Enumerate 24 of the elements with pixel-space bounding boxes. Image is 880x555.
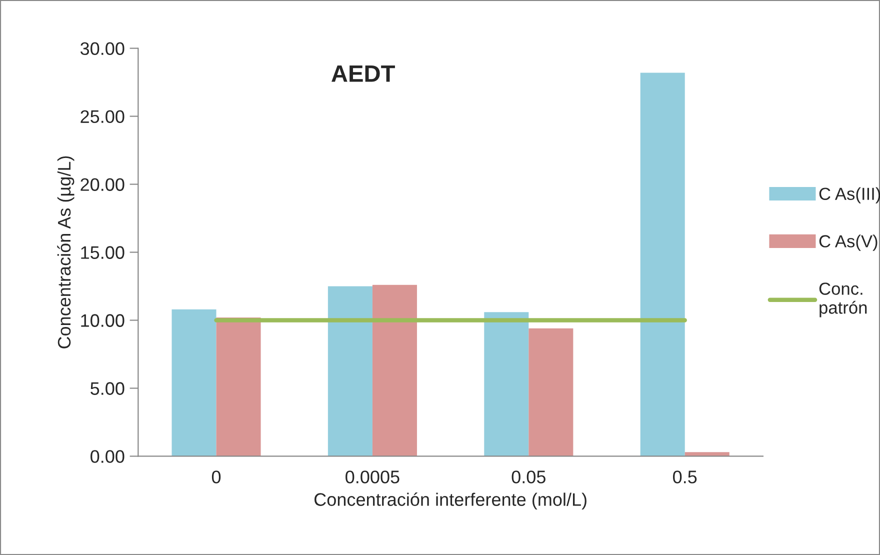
legend-label: C As(V): [819, 234, 878, 251]
x-tick-label: 0: [212, 470, 221, 484]
y-tick-label: 25.00: [80, 110, 124, 123]
x-tick-label: 0.0005: [346, 470, 400, 484]
y-axis-title: Concentración As (µg/L): [57, 156, 74, 348]
y-tick-label: 30.00: [80, 42, 124, 56]
legend-label: C As(III): [819, 187, 880, 204]
bar: [528, 328, 574, 456]
y-tick-label: 10.00: [81, 314, 124, 327]
x-tick-label: 0.05: [512, 470, 546, 484]
x-tick-label: 0.5: [673, 470, 697, 484]
y-tick-label: 20.00: [80, 178, 124, 191]
bar: [172, 309, 216, 456]
bar: [328, 286, 372, 456]
y-tick-label: 5.00: [90, 382, 124, 395]
legend-label: Conc. patrón: [819, 282, 867, 318]
bar: [216, 318, 261, 456]
bar: [640, 72, 685, 456]
y-tick-label: 0.00: [90, 450, 124, 463]
bar: [484, 312, 529, 456]
y-tick-label: 15.00: [81, 246, 124, 259]
x-axis-title: Concentración interferente (mol/L): [314, 492, 586, 510]
text: AEDT: [332, 65, 395, 82]
bar: [372, 284, 417, 456]
